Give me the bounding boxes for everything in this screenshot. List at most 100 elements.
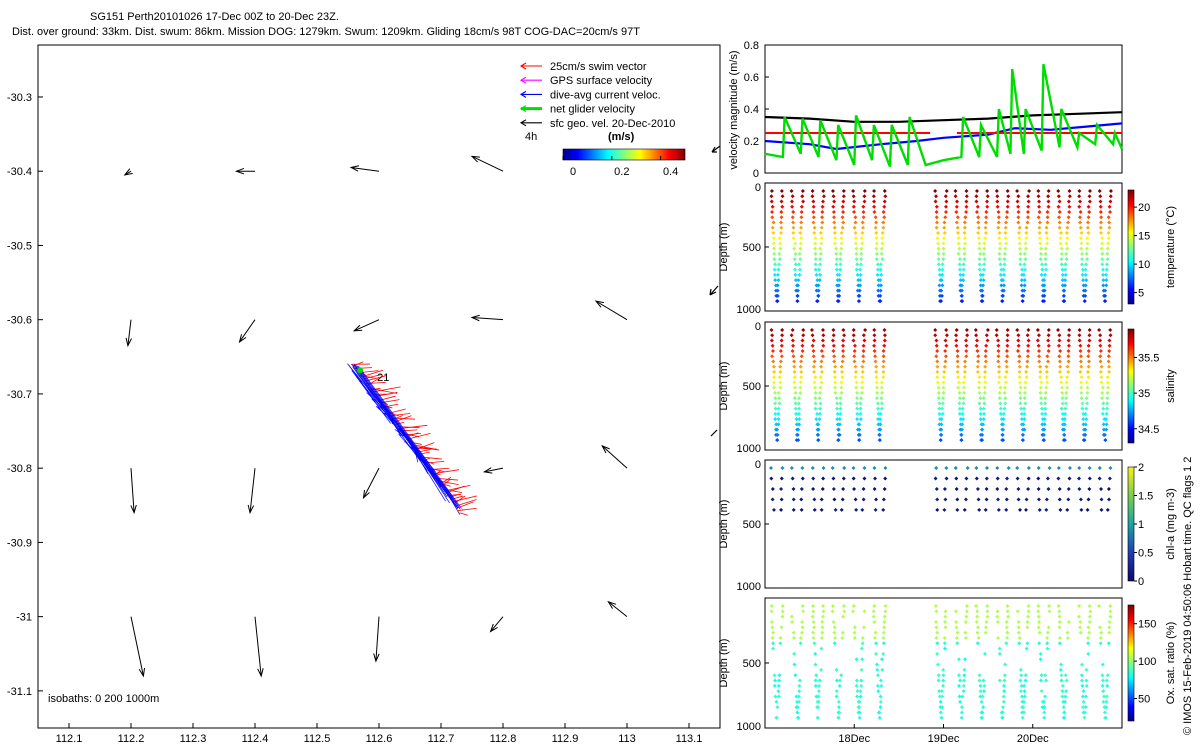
salinity-section-sample-point bbox=[1063, 411, 1068, 416]
oxygen-section-sample-point bbox=[860, 657, 865, 662]
oxygen-section-sample-point bbox=[1047, 604, 1052, 608]
oxygen-section-sample-point bbox=[1004, 641, 1009, 646]
temperature-section-sample-point bbox=[854, 257, 859, 262]
oxygen-section-sample-point bbox=[817, 683, 822, 688]
oxygen-section-sample-point bbox=[772, 683, 777, 688]
temperature-section-sample-point bbox=[839, 246, 844, 251]
chlorophyll-section-colorbar-tick-label: 0 bbox=[1138, 576, 1144, 588]
oxygen-section-sample-point bbox=[978, 689, 983, 694]
oxygen-section-sample-point bbox=[1020, 694, 1025, 699]
oxygen-section-sample-point bbox=[875, 683, 880, 688]
chart-title: SG151 Perth20101026 17-Dec 00Z to 20-Dec… bbox=[90, 11, 339, 23]
oxygen-section-sample-point bbox=[996, 635, 1001, 640]
oxygen-section-sample-point bbox=[1003, 662, 1008, 667]
geo-vector bbox=[254, 616, 262, 677]
oxygen-section-sample-point bbox=[1078, 630, 1083, 635]
map-ytick-label: -30.3 bbox=[7, 92, 32, 104]
oxygen-section-sample-point bbox=[773, 678, 778, 683]
oxygen-section-sample-point bbox=[872, 619, 877, 624]
oxygen-section-sample-point bbox=[1100, 683, 1105, 688]
temperature-section-sample-point bbox=[1016, 194, 1021, 199]
temperature-section-sample-point bbox=[799, 204, 804, 209]
temperature-section-sample-point bbox=[818, 257, 823, 262]
oxygen-section-sample-point bbox=[1078, 625, 1083, 630]
oxygen-section-sample-point bbox=[1045, 630, 1050, 635]
oxygen-section-sample-point bbox=[1019, 673, 1024, 678]
oxygen-section-sample-point bbox=[871, 609, 876, 614]
oxygen-section-sample-point bbox=[811, 604, 816, 608]
geo-vector bbox=[363, 467, 380, 499]
temperature-section-sample-point bbox=[811, 199, 816, 204]
oxygen-section-sample-point bbox=[1005, 630, 1010, 635]
dive-track bbox=[373, 399, 377, 404]
temperature-section-sample-point bbox=[862, 189, 867, 193]
oxygen-section-sample-point bbox=[1088, 609, 1093, 614]
salinity-section-sample-point bbox=[1080, 406, 1085, 411]
salinity-section-colorbar-tick-label: 35 bbox=[1138, 388, 1150, 400]
oxygen-section-sample-point bbox=[811, 630, 816, 635]
temperature-section-sample-point bbox=[1046, 194, 1051, 199]
oxygen-section-sample-point bbox=[817, 678, 822, 683]
oxygen-section-sample-point bbox=[1046, 625, 1051, 630]
oxygen-section-sample-point bbox=[771, 630, 776, 635]
temperature-section-sample-point bbox=[1105, 246, 1110, 251]
temperature-section-sample-point bbox=[1025, 215, 1030, 220]
oxygen-section-sample-point bbox=[860, 641, 865, 646]
oxygen-section-sample-point bbox=[1099, 630, 1104, 635]
salinity-section-ylabel: Depth (m) bbox=[718, 362, 730, 411]
speed-colorbar bbox=[562, 148, 686, 161]
temperature-section-sample-point bbox=[1065, 236, 1070, 241]
map-xtick-label: 112.1 bbox=[56, 733, 83, 745]
oxygen-section-sample-point bbox=[936, 662, 940, 667]
temperature-section-sample-point bbox=[780, 194, 785, 199]
temperature-section-sample-point bbox=[934, 204, 939, 209]
temperature-section-sample-point bbox=[882, 204, 887, 209]
oxygen-section-sample-point bbox=[1104, 699, 1109, 704]
salinity-section-sample-point bbox=[964, 354, 969, 359]
geo-vector-head bbox=[489, 623, 498, 633]
salinity-section-sample-point bbox=[1042, 427, 1047, 432]
oxygen-section-xtick-label: 19Dec bbox=[928, 733, 960, 745]
salinity-section-sample-point bbox=[771, 375, 776, 380]
legend-label: 25cm/s swim vector bbox=[550, 61, 647, 73]
oxygen-section-sample-point bbox=[939, 689, 944, 694]
chlorophyll-section-colorbar-tick-label: 2 bbox=[1138, 462, 1144, 474]
map-ytick-label: -31.1 bbox=[7, 686, 32, 698]
temperature-section-sample-point bbox=[881, 225, 886, 230]
oxygen-section-sample-point bbox=[852, 625, 857, 630]
salinity-section-sample-point bbox=[799, 354, 804, 359]
geo-vector bbox=[471, 316, 504, 321]
oxygen-section-panel: 500 1000 Depth (m) 50 100 150 Ox. sat. ratio (… bbox=[718, 597, 1177, 745]
chlorophyll-section-sample-point bbox=[1036, 466, 1041, 470]
temperature-section-sample-point bbox=[944, 199, 949, 204]
oxygen-section-sample-point bbox=[774, 699, 779, 704]
oxygen-section-sample-point bbox=[852, 630, 857, 635]
oxygen-section-sample-point bbox=[1108, 609, 1113, 614]
oxygen-section-sample-point bbox=[941, 673, 946, 678]
oxygen-section-sample-point bbox=[1038, 678, 1043, 683]
temperature-section-sample-point bbox=[779, 225, 784, 230]
oxygen-section-sample-point bbox=[819, 635, 824, 640]
oxygen-section-sample-point bbox=[1023, 678, 1028, 683]
oxygen-section-sample-point bbox=[1082, 715, 1087, 720]
oxygen-section-sample-point bbox=[979, 699, 984, 704]
oxygen-section-sample-point bbox=[961, 678, 966, 683]
temperature-section-sample-point bbox=[1108, 189, 1113, 193]
temperature-section-sample-point bbox=[1044, 225, 1049, 230]
temperature-section-sample-point bbox=[820, 204, 825, 209]
salinity-section-colorbar-tick-label: 34.5 bbox=[1138, 424, 1159, 436]
salinity-section-sample-point bbox=[799, 375, 804, 380]
salinity-section-sample-point bbox=[1060, 411, 1065, 416]
salinity-section-sample-point bbox=[1060, 417, 1065, 422]
salinity-section-sample-point bbox=[1079, 385, 1084, 390]
oxygen-section-sample-point bbox=[855, 694, 860, 699]
salinity-section-sample-point bbox=[859, 396, 864, 401]
temperature-section-sample-point bbox=[1106, 230, 1111, 235]
oxygen-section-sample-point bbox=[812, 625, 817, 630]
geo-vector bbox=[595, 300, 628, 321]
oxygen-section-sample-point bbox=[820, 619, 825, 624]
oxygen-section-sample-point bbox=[1005, 635, 1010, 640]
temperature-section-sample-point bbox=[1077, 189, 1082, 193]
temperature-section-sample-point bbox=[985, 204, 990, 209]
oxygen-section-sample-point bbox=[980, 710, 985, 715]
